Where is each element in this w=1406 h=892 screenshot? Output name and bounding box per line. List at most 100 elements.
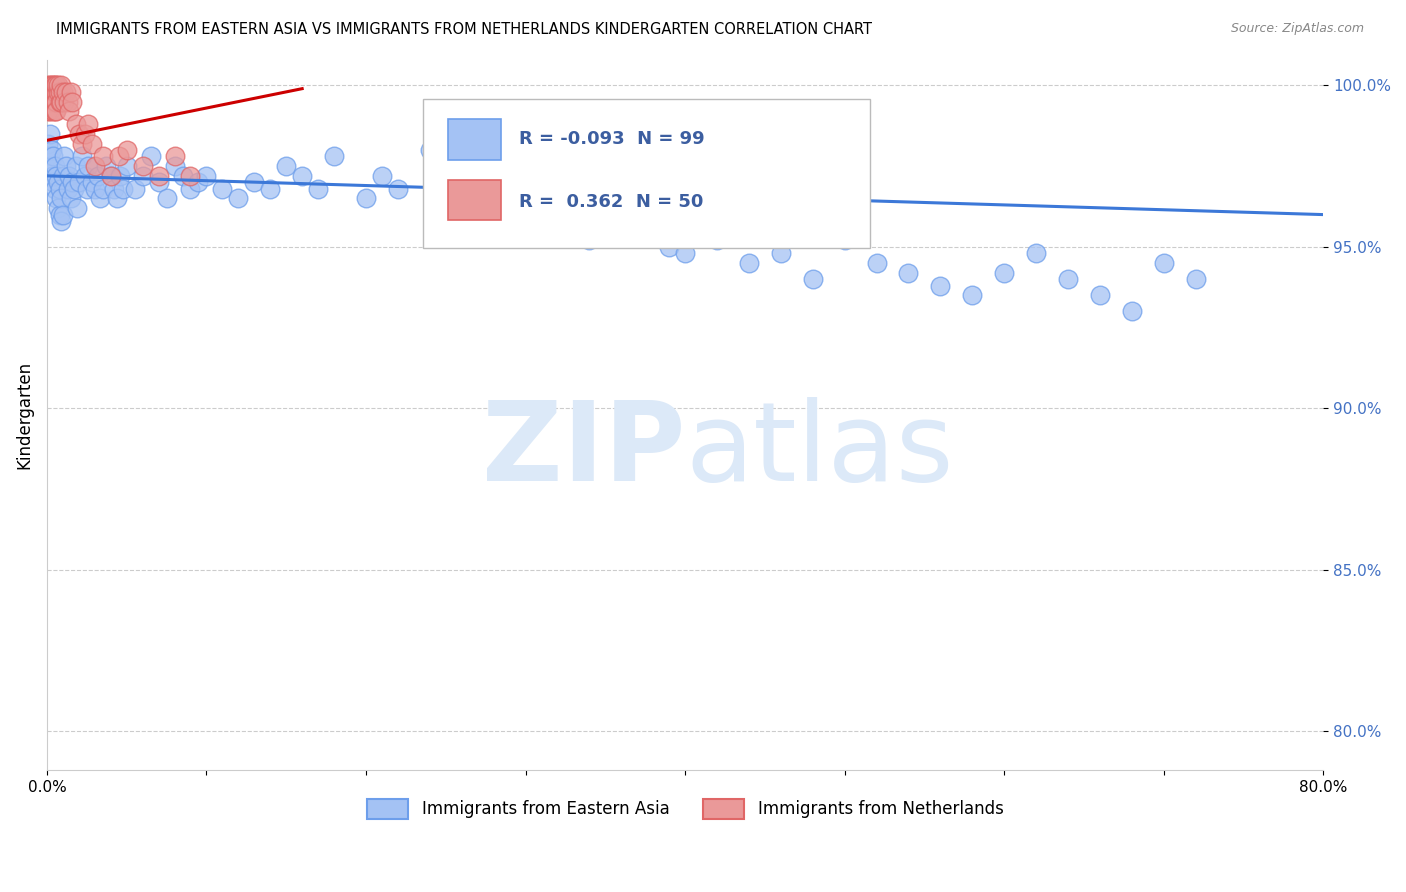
Point — [131, 159, 153, 173]
Point — [107, 149, 129, 163]
Point — [100, 169, 122, 183]
Point — [48, 95, 70, 109]
Point — [434, 182, 457, 196]
Point — [769, 246, 792, 260]
Point — [195, 169, 218, 183]
Point — [83, 159, 105, 173]
Point — [51, 95, 73, 109]
Point — [578, 234, 600, 248]
Point — [131, 169, 153, 183]
Point — [75, 127, 97, 141]
Point — [100, 169, 122, 183]
Point — [626, 208, 648, 222]
Point — [80, 175, 103, 189]
Point — [673, 246, 696, 260]
Point — [52, 208, 75, 222]
Point — [87, 169, 110, 183]
Text: R =  0.362  N = 50: R = 0.362 N = 50 — [519, 193, 703, 211]
Point — [42, 104, 65, 119]
Point — [962, 288, 984, 302]
Point — [515, 182, 537, 196]
Point — [51, 78, 73, 93]
Point — [387, 182, 409, 196]
Point — [41, 95, 63, 109]
Point — [450, 169, 472, 183]
Point — [91, 149, 114, 163]
Point — [42, 78, 65, 93]
Point — [75, 169, 97, 183]
Point — [46, 175, 69, 189]
Text: ZIP: ZIP — [482, 397, 685, 504]
Point — [94, 159, 117, 173]
Point — [595, 182, 617, 196]
Point — [44, 95, 66, 109]
Point — [115, 143, 138, 157]
Point — [55, 159, 77, 173]
Point — [56, 95, 79, 109]
Point — [103, 182, 125, 196]
Text: Source: ZipAtlas.com: Source: ZipAtlas.com — [1230, 22, 1364, 36]
Text: atlas: atlas — [685, 397, 953, 504]
Text: R = -0.093  N = 99: R = -0.093 N = 99 — [519, 130, 704, 148]
Point — [67, 127, 90, 141]
Point — [70, 136, 93, 151]
Point — [48, 85, 70, 99]
Point — [42, 149, 65, 163]
Point — [291, 169, 314, 183]
Point — [139, 149, 162, 163]
Point — [45, 95, 67, 109]
Point — [1184, 272, 1206, 286]
Point — [48, 208, 70, 222]
Point — [45, 78, 67, 93]
Point — [52, 169, 75, 183]
Point — [419, 143, 441, 157]
Point — [58, 169, 80, 183]
Text: IMMIGRANTS FROM EASTERN ASIA VS IMMIGRANTS FROM NETHERLANDS KINDERGARTEN CORRELA: IMMIGRANTS FROM EASTERN ASIA VS IMMIGRAN… — [56, 22, 872, 37]
Point — [62, 95, 84, 109]
Point — [62, 175, 84, 189]
Point — [482, 175, 505, 189]
Point — [993, 266, 1015, 280]
Point — [1025, 246, 1047, 260]
Point — [39, 159, 62, 173]
Point — [46, 201, 69, 215]
Point — [148, 169, 170, 183]
Point — [929, 278, 952, 293]
Point — [354, 191, 377, 205]
Point — [59, 85, 82, 99]
Point — [498, 159, 520, 173]
Point — [37, 104, 59, 119]
Point — [643, 224, 665, 238]
Point — [801, 272, 824, 286]
Point — [1057, 272, 1080, 286]
Point — [187, 175, 209, 189]
Legend: Immigrants from Eastern Asia, Immigrants from Netherlands: Immigrants from Eastern Asia, Immigrants… — [360, 792, 1011, 826]
Point — [546, 201, 568, 215]
Point — [39, 127, 62, 141]
Point — [91, 182, 114, 196]
Point — [41, 169, 63, 183]
Point — [1153, 256, 1175, 270]
Point — [41, 85, 63, 99]
Point — [59, 191, 82, 205]
Point — [66, 201, 89, 215]
Point — [42, 175, 65, 189]
Point — [179, 182, 201, 196]
Point — [148, 175, 170, 189]
Point — [865, 256, 887, 270]
Point — [371, 169, 394, 183]
Point — [1088, 288, 1111, 302]
Point — [77, 159, 100, 173]
Point — [37, 85, 59, 99]
Point — [243, 175, 266, 189]
Point — [56, 182, 79, 196]
Point — [658, 240, 681, 254]
Point — [124, 182, 146, 196]
Point — [39, 78, 62, 93]
Point — [211, 182, 233, 196]
Point — [467, 191, 489, 205]
Point — [80, 136, 103, 151]
Point — [39, 85, 62, 99]
Point — [51, 214, 73, 228]
Point — [37, 149, 59, 163]
